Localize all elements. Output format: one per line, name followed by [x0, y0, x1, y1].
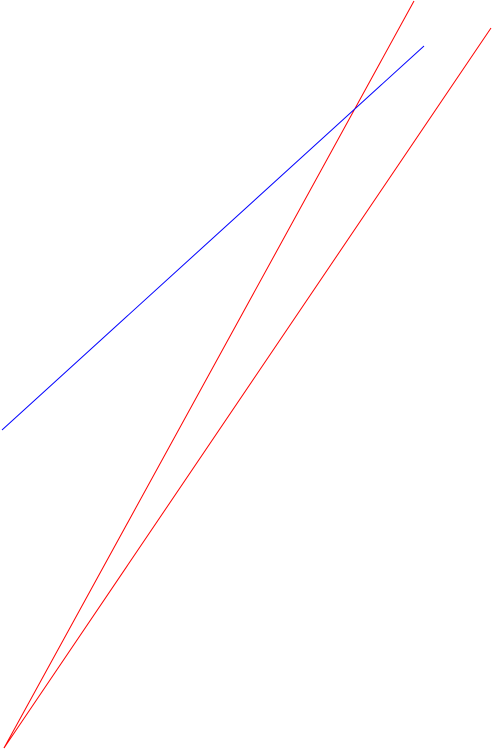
red-line-steep — [3, 0, 415, 749]
red-line-shallow — [3, 27, 492, 749]
blue-line — [1, 45, 425, 431]
